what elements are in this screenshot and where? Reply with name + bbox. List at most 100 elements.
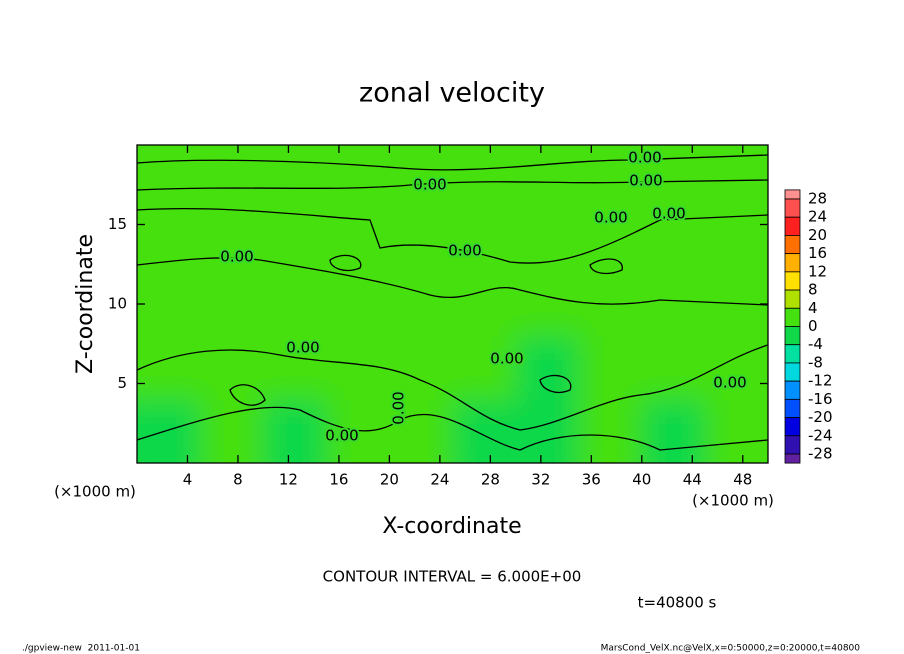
- colorbar-label: -20: [808, 408, 833, 426]
- colorbar-label: -8: [808, 353, 823, 371]
- x-tick-label: 48: [733, 471, 752, 489]
- field-cell: [389, 335, 454, 401]
- field-cell: [515, 399, 580, 463]
- colorbar-label: 16: [808, 244, 827, 262]
- colorbar-box: [784, 271, 801, 291]
- field-cell: [200, 272, 265, 337]
- colorbar-box: [784, 453, 801, 464]
- field-cell: [578, 208, 643, 274]
- field-cell: [578, 335, 643, 401]
- colorbar-label: 28: [808, 190, 827, 208]
- contour-line: [137, 207, 768, 264]
- x-tick-label: 16: [329, 471, 348, 489]
- y-tick-label: 5: [117, 374, 127, 392]
- field-cell: [137, 208, 202, 274]
- contour-line: [137, 344, 768, 431]
- field-cell: [200, 399, 265, 463]
- field-cell: [263, 208, 328, 274]
- colorbar-label: 12: [808, 262, 827, 280]
- field-cell: [578, 399, 643, 463]
- field-cell: [704, 399, 768, 463]
- contour-label: 0.00: [490, 350, 523, 368]
- colorbar-label: 20: [808, 226, 827, 244]
- field-cell: [452, 272, 517, 337]
- field-cell: [326, 208, 391, 274]
- colorbar-box: [784, 198, 801, 218]
- contour-label: 0.00: [629, 172, 662, 190]
- contour-label: 0.00: [286, 339, 319, 357]
- time-label: t=40800 s: [638, 594, 717, 612]
- colorbar-label: 4: [808, 299, 818, 317]
- field-cell: [137, 335, 202, 401]
- contour-label: 0.00: [220, 248, 253, 266]
- field-cell: [452, 399, 517, 463]
- field-cell: [641, 335, 706, 401]
- field-cell: [263, 335, 328, 401]
- colorbar-box: [784, 417, 801, 437]
- x-tick-label: 24: [430, 471, 449, 489]
- field-cell: [641, 399, 706, 463]
- x-tick-label: 32: [531, 471, 550, 489]
- colorbar-box: [784, 362, 801, 382]
- y-unit: (×1000 m): [54, 483, 136, 501]
- contour-line: [329, 254, 362, 272]
- field-cell: [137, 399, 202, 463]
- contour-label: 0.00: [594, 209, 627, 227]
- field-cell: [578, 145, 643, 210]
- x-tick-label: 8: [233, 471, 243, 489]
- field-cell: [704, 208, 768, 274]
- colorbar-box: [784, 216, 801, 236]
- field-cell: [515, 145, 580, 210]
- contour-line: [137, 179, 768, 191]
- contour-label: 0.00: [448, 242, 481, 260]
- colorbar-box: [784, 380, 801, 400]
- field-cell: [389, 208, 454, 274]
- x-tick-label: 12: [279, 471, 298, 489]
- x-tick-label: 28: [481, 471, 500, 489]
- footer-right: MarsCond_VelX.nc@VelX,x=0:50000,z=0:2000…: [601, 644, 861, 654]
- x-tick-label: 4: [183, 471, 193, 489]
- contour-labels: 0.00 0.00 0.00 0.00 0.00 0.00 0.00 0.00 0.00 0.00…: [218, 147, 748, 447]
- footer-left: ./gpview-new 2011-01-01: [22, 644, 140, 654]
- field-cell: [200, 208, 265, 274]
- field-cell: [200, 335, 265, 401]
- colorbar-label: -24: [808, 426, 833, 444]
- x-axis-label: X-coordinate: [382, 514, 521, 539]
- colorbar-box: [784, 398, 801, 418]
- contour-line: [589, 258, 623, 275]
- contour-label: 0.00: [713, 374, 746, 392]
- colorbar-box: [784, 235, 801, 255]
- field-cell: [452, 335, 517, 401]
- colorbar-label: -16: [808, 390, 833, 408]
- contour-interval: CONTOUR INTERVAL = 6.000E+00: [323, 568, 582, 586]
- contour-line: [137, 257, 768, 306]
- colorbar-label: -12: [808, 372, 833, 390]
- x-tick-label: 20: [380, 471, 399, 489]
- field-cell: [389, 272, 454, 337]
- contour-label: 0.00: [628, 149, 661, 167]
- colorbar-box: [784, 189, 801, 200]
- colorbar-label: -4: [808, 335, 823, 353]
- field-cell: [263, 272, 328, 337]
- x-tick-label: 40: [632, 471, 651, 489]
- chart-title: zonal velocity: [359, 78, 545, 109]
- colorbar-box: [784, 289, 801, 309]
- contour-label: 0.00: [413, 176, 446, 194]
- field-cell: [263, 399, 328, 463]
- field-cell: [137, 272, 202, 337]
- field-cell: [263, 145, 328, 210]
- contour-line: [229, 384, 266, 406]
- field-cell: [326, 272, 391, 337]
- field-cell: [515, 335, 580, 401]
- field-cell: [452, 208, 517, 274]
- contour-line: [137, 406, 768, 451]
- colorbar-label: 24: [808, 208, 827, 226]
- field-cell: [200, 145, 265, 210]
- contour-line: [137, 154, 768, 171]
- colorbar-label: -28: [808, 445, 833, 463]
- field-cell: [389, 399, 454, 463]
- colorbar-box: [784, 435, 801, 455]
- field-cell: [326, 335, 391, 401]
- contour-label: 0.00: [325, 427, 358, 445]
- field: [137, 145, 768, 463]
